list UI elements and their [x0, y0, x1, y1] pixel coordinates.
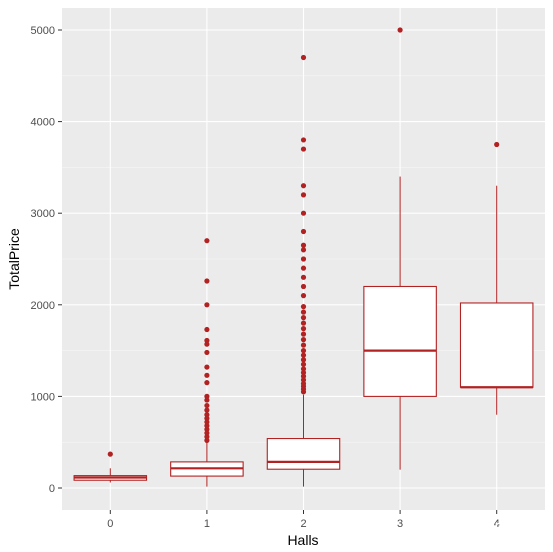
x-tick-label: 0 — [107, 518, 113, 530]
outlier-point — [204, 412, 210, 418]
outlier-point — [204, 434, 210, 440]
box-2 — [266, 54, 341, 487]
outlier-point — [204, 238, 210, 244]
outlier-point — [300, 183, 307, 189]
outlier-point — [300, 320, 307, 326]
y-tick-label: 5000 — [31, 25, 55, 37]
box-0 — [73, 451, 148, 483]
outlier-point — [300, 352, 307, 358]
outlier-point — [204, 426, 210, 432]
outlier-point — [300, 256, 307, 262]
outlier-point — [204, 278, 210, 284]
outlier-point — [204, 415, 210, 421]
x-axis-title: Halls — [287, 532, 318, 548]
outlier-point — [204, 349, 210, 356]
outlier-point — [300, 342, 307, 348]
outlier-point — [204, 393, 210, 399]
y-tick-label: 1000 — [31, 391, 55, 403]
box-1 — [170, 238, 244, 487]
outlier-point — [300, 146, 307, 152]
iqr-box — [266, 437, 341, 470]
outlier-point — [204, 302, 210, 308]
outlier-point — [300, 137, 307, 143]
outlier-point — [300, 304, 307, 310]
outlier-point — [300, 293, 307, 299]
outlier-point — [300, 54, 307, 61]
outlier-point — [204, 380, 210, 386]
outlier-point — [300, 357, 307, 363]
outlier-point — [300, 331, 307, 337]
outlier-point — [204, 430, 210, 436]
outlier-point — [300, 369, 307, 376]
outlier-point — [300, 326, 307, 332]
watermark-text: 知乎 @parkson — [422, 518, 525, 535]
outlier-point — [300, 361, 307, 367]
outlier-point — [204, 419, 210, 425]
outlier-point — [300, 274, 307, 280]
outlier-point — [397, 27, 403, 33]
outlier-point — [204, 337, 210, 344]
outlier-point — [204, 364, 210, 370]
box-4 — [459, 141, 534, 415]
x-tick-label: 3 — [397, 518, 403, 530]
iqr-box — [363, 285, 437, 397]
outlier-point — [204, 326, 210, 333]
y-tick-label: 2000 — [31, 300, 55, 312]
outlier-point — [204, 407, 210, 413]
outlier-point — [204, 402, 210, 409]
outlier-point — [300, 348, 307, 354]
x-tick-label: 1 — [204, 518, 210, 530]
outlier-point — [300, 366, 307, 372]
outlier-point — [300, 315, 307, 321]
x-axis-ticks: 0 1 2 3 4 — [107, 510, 500, 530]
outlier-point — [300, 228, 307, 235]
outlier-point — [204, 437, 210, 443]
x-tick-label: 2 — [300, 518, 306, 530]
y-axis-title: TotalPrice — [6, 228, 22, 290]
outlier-point — [204, 341, 210, 347]
outlier-point — [300, 242, 307, 248]
outlier-point — [300, 283, 307, 290]
outlier-point — [204, 372, 210, 378]
x-tick-label: 4 — [494, 518, 500, 530]
outlier-point — [300, 377, 307, 383]
outlier-point — [107, 451, 113, 457]
outlier-point — [300, 247, 307, 253]
outlier-point — [204, 397, 210, 403]
outlier-point — [300, 380, 307, 387]
box-3 — [363, 27, 437, 470]
box-series — [73, 27, 534, 487]
y-tick-label: 4000 — [31, 117, 55, 129]
outlier-point — [300, 373, 307, 379]
y-tick-label: 3000 — [31, 208, 55, 220]
y-axis-ticks: 0 1000 2000 3000 4000 5000 — [31, 25, 62, 495]
outlier-point — [300, 192, 307, 198]
outlier-point — [300, 337, 307, 343]
iqr-box — [459, 302, 534, 388]
y-tick-label: 0 — [49, 483, 55, 495]
outlier-point — [204, 423, 210, 429]
outlier-point — [300, 210, 307, 216]
outlier-point — [300, 265, 307, 271]
outlier-point — [494, 141, 500, 148]
outlier-point — [300, 309, 307, 315]
